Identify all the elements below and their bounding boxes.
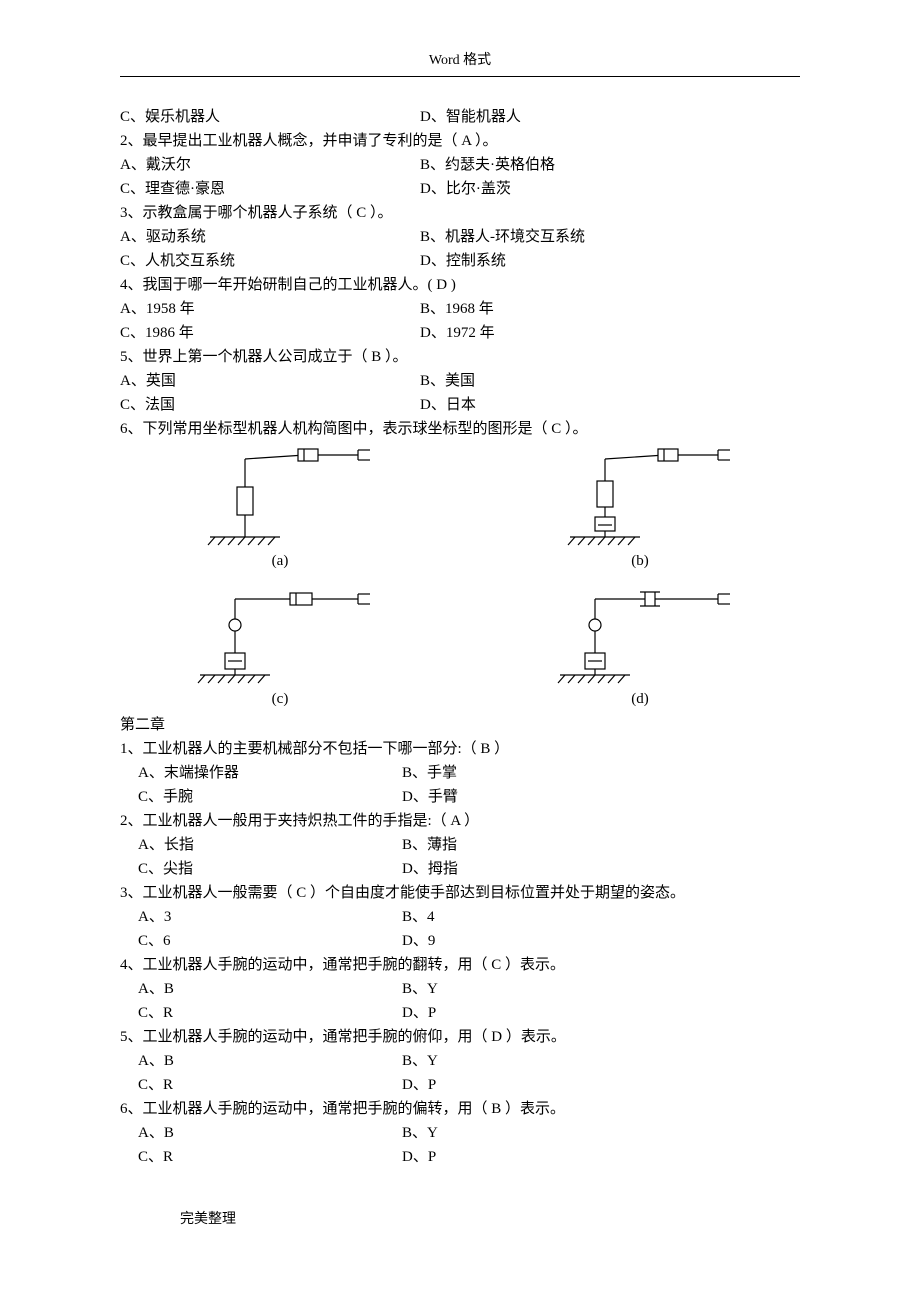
s1-q2-c: C、理查德·豪恩 [120, 177, 420, 201]
s1-q2-b: B、约瑟夫·英格伯格 [420, 153, 555, 177]
s2-q2-row2: C、尖指 D、拇指 [120, 857, 800, 881]
s2-q1-a: A、末端操作器 [120, 761, 402, 785]
diagram-a: (a) [180, 447, 380, 573]
diagram-a-label: (a) [180, 549, 380, 573]
s2-q2-text: 2、工业机器人一般用于夹持炽热工件的手指是:（ A ） [120, 809, 800, 833]
s1-q5-text: 5、世界上第一个机器人公司成立于（ B ）。 [120, 345, 800, 369]
s1-q5-row2: C、法国 D、日本 [120, 393, 800, 417]
s2-q5-text: 5、工业机器人手腕的运动中，通常把手腕的俯仰，用（ D ）表示。 [120, 1025, 800, 1049]
s2-q3-a: A、3 [120, 905, 402, 929]
s1-q4-c: C、1986 年 [120, 321, 420, 345]
s1-q4-d: D、1972 年 [420, 321, 495, 345]
s2-q3-c: C、6 [120, 929, 402, 953]
s1-q3-row2: C、人机交互系统 D、控制系统 [120, 249, 800, 273]
s1-q4-b: B、1968 年 [420, 297, 494, 321]
s2-q1-text: 1、工业机器人的主要机械部分不包括一下哪一部分:（ B ） [120, 737, 800, 761]
s2-q5-c: C、R [120, 1073, 402, 1097]
diagram-d-label: (d) [540, 687, 740, 711]
s1-q4-row1: A、1958 年 B、1968 年 [120, 297, 800, 321]
s1-q5-d: D、日本 [420, 393, 476, 417]
s1-q3-text: 3、示教盒属于哪个机器人子系统（ C ）。 [120, 201, 800, 225]
s2-q4-text: 4、工业机器人手腕的运动中，通常把手腕的翻转，用（ C ）表示。 [120, 953, 800, 977]
s2-q1-d: D、手臂 [402, 785, 458, 809]
s1-q5-row1: A、英国 B、美国 [120, 369, 800, 393]
chapter-2-title: 第二章 [120, 713, 800, 737]
page-header-title: Word 格式 [120, 50, 800, 76]
s1-q3-c: C、人机交互系统 [120, 249, 420, 273]
s1-q2-d: D、比尔·盖茨 [420, 177, 511, 201]
diagram-d: (d) [540, 575, 740, 711]
s2-q2-d: D、拇指 [402, 857, 458, 881]
s1-q3-a: A、驱动系统 [120, 225, 420, 249]
s2-q6-b: B、Y [402, 1121, 438, 1145]
s1-q4-a: A、1958 年 [120, 297, 420, 321]
s1-pre-opt-d: D、智能机器人 [420, 105, 521, 129]
s1-q3-row1: A、驱动系统 B、机器人-环境交互系统 [120, 225, 800, 249]
s2-q4-a: A、B [120, 977, 402, 1001]
s2-q6-a: A、B [120, 1121, 402, 1145]
s1-q2-row1: A、戴沃尔 B、约瑟夫·英格伯格 [120, 153, 800, 177]
s2-q6-c: C、R [120, 1145, 402, 1169]
s2-q2-c: C、尖指 [120, 857, 402, 881]
s1-q5-c: C、法国 [120, 393, 420, 417]
s2-q4-row2: C、R D、P [120, 1001, 800, 1025]
s2-q4-c: C、R [120, 1001, 402, 1025]
s1-pre-options: C、娱乐机器人 D、智能机器人 [120, 105, 800, 129]
s1-q3-d: D、控制系统 [420, 249, 506, 273]
s2-q4-row1: A、B B、Y [120, 977, 800, 1001]
s2-q5-a: A、B [120, 1049, 402, 1073]
s1-q3-b: B、机器人-环境交互系统 [420, 225, 585, 249]
s2-q4-d: D、P [402, 1001, 436, 1025]
s2-q2-row1: A、长指 B、薄指 [120, 833, 800, 857]
s2-q3-text: 3、工业机器人一般需要（ C ）个自由度才能使手部达到目标位置并处于期望的姿态。 [120, 881, 800, 905]
s1-q6-text: 6、下列常用坐标型机器人机构简图中，表示球坐标型的图形是（ C ）。 [120, 417, 800, 441]
page-footer: 完美整理 [120, 1209, 800, 1231]
s2-q2-b: B、薄指 [402, 833, 457, 857]
s2-q3-row2: C、6 D、9 [120, 929, 800, 953]
s2-q1-row2: C、手腕 D、手臂 [120, 785, 800, 809]
s2-q6-row2: C、R D、P [120, 1145, 800, 1169]
diagram-c-label: (c) [180, 687, 380, 711]
s1-q5-a: A、英国 [120, 369, 420, 393]
s2-q3-b: B、4 [402, 905, 435, 929]
s2-q3-row1: A、3 B、4 [120, 905, 800, 929]
s2-q6-row1: A、B B、Y [120, 1121, 800, 1145]
s2-q5-row1: A、B B、Y [120, 1049, 800, 1073]
s1-q2-text: 2、最早提出工业机器人概念，并申请了专利的是（ A ）。 [120, 129, 800, 153]
s2-q1-c: C、手腕 [120, 785, 402, 809]
s2-q3-d: D、9 [402, 929, 435, 953]
s1-q4-text: 4、我国于哪一年开始研制自己的工业机器人。( D ) [120, 273, 800, 297]
diagram-c: (c) [180, 575, 380, 711]
s1-pre-opt-c: C、娱乐机器人 [120, 105, 420, 129]
s2-q6-text: 6、工业机器人手腕的运动中，通常把手腕的偏转，用（ B ）表示。 [120, 1097, 800, 1121]
diagram-b: (b) [540, 447, 740, 573]
document-page: Word 格式 C、娱乐机器人 D、智能机器人 2、最早提出工业机器人概念，并申… [0, 0, 920, 1262]
s2-q5-b: B、Y [402, 1049, 438, 1073]
s1-q4-row2: C、1986 年 D、1972 年 [120, 321, 800, 345]
s2-q1-row1: A、末端操作器 B、手掌 [120, 761, 800, 785]
s2-q6-d: D、P [402, 1145, 436, 1169]
s1-q5-b: B、美国 [420, 369, 475, 393]
s2-q5-d: D、P [402, 1073, 436, 1097]
s2-q5-row2: C、R D、P [120, 1073, 800, 1097]
s2-q4-b: B、Y [402, 977, 438, 1001]
diagram-b-label: (b) [540, 549, 740, 573]
s2-q1-b: B、手掌 [402, 761, 457, 785]
s1-q2-a: A、戴沃尔 [120, 153, 420, 177]
diagram-grid: (a) [120, 441, 800, 711]
header-rule [120, 76, 800, 77]
s2-q2-a: A、长指 [120, 833, 402, 857]
s1-q2-row2: C、理查德·豪恩 D、比尔·盖茨 [120, 177, 800, 201]
